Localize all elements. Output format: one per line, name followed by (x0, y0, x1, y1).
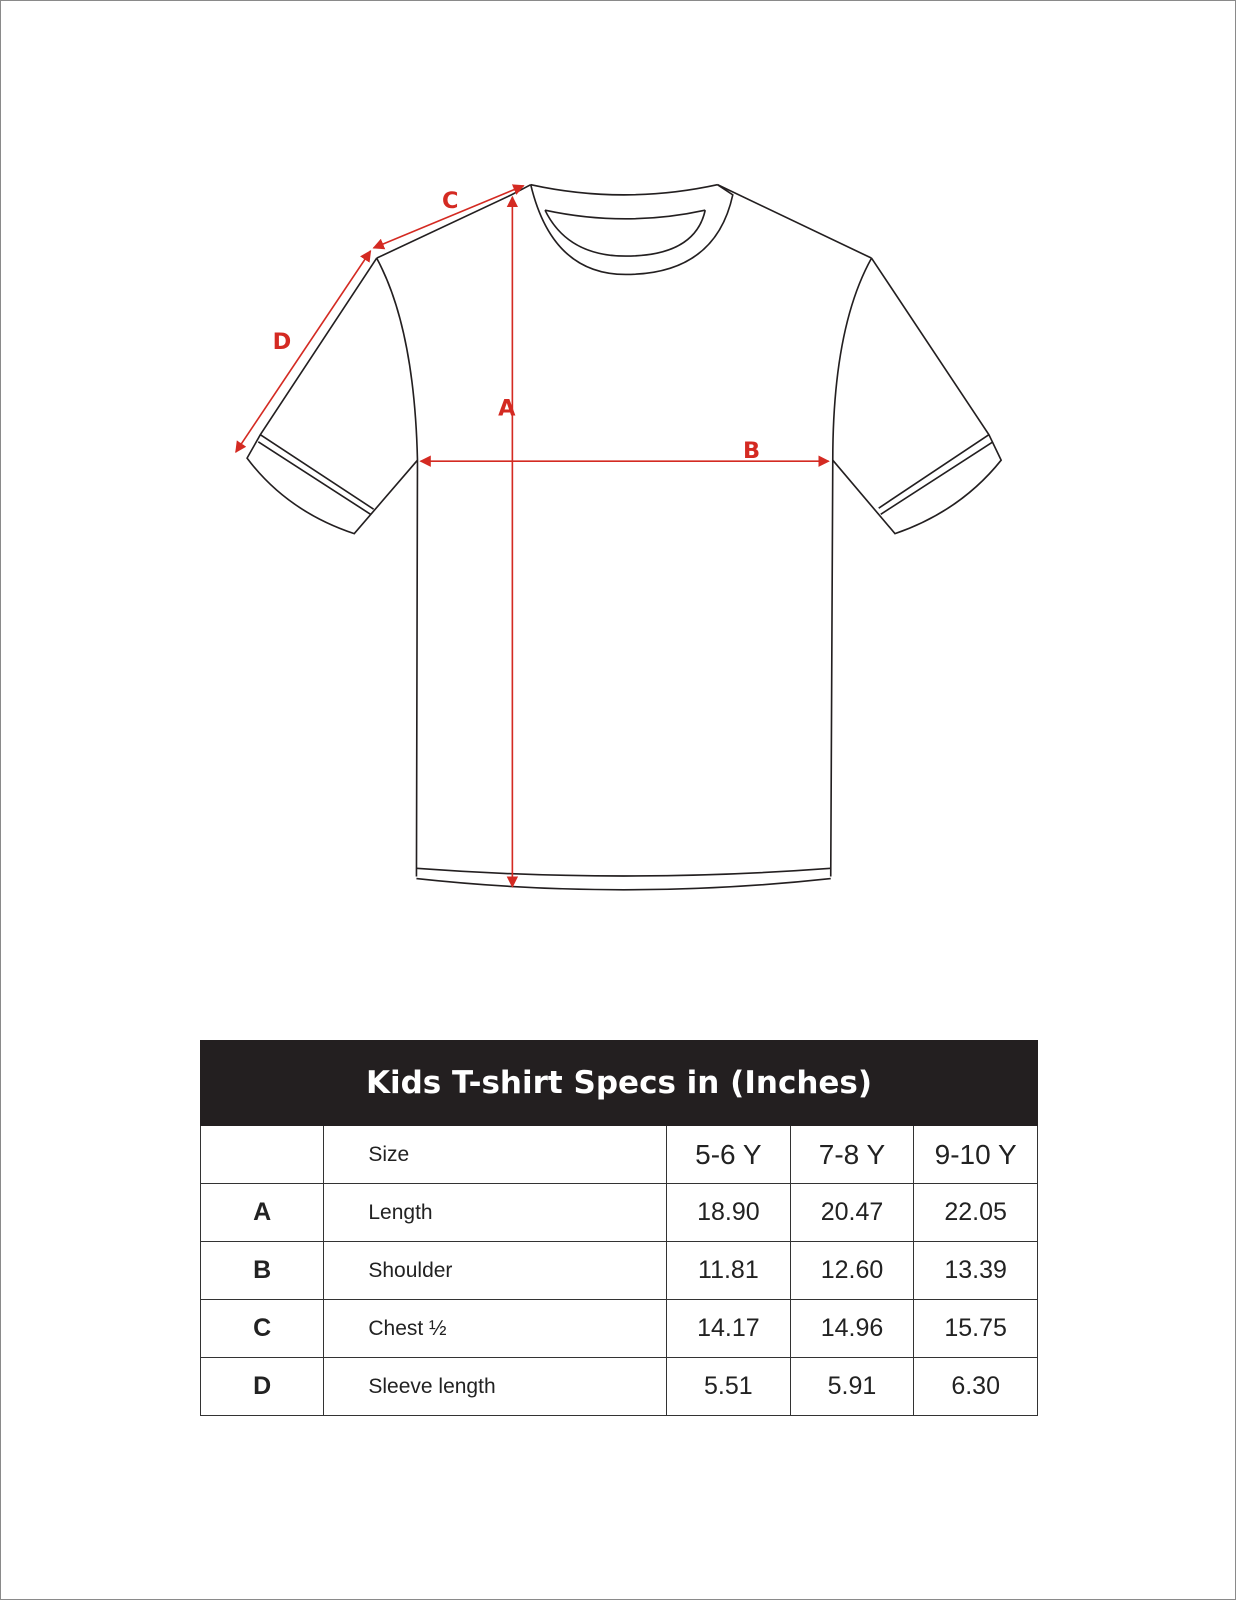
size-header: 7-8 Y (789, 1125, 915, 1184)
row-name: Shoulder (323, 1241, 668, 1300)
row-code: B (199, 1241, 325, 1300)
row-value: 14.96 (789, 1299, 915, 1358)
table-title: Kids T-shirt Specs in (Inches) (200, 1040, 1038, 1126)
header-code-cell (199, 1125, 325, 1184)
row-value: 14.17 (666, 1299, 791, 1358)
row-value: 12.60 (789, 1241, 915, 1300)
table-row: B Shoulder 11.81 12.60 13.39 (199, 1241, 1038, 1300)
row-value: 20.47 (789, 1183, 915, 1242)
row-value: 5.51 (666, 1357, 791, 1416)
sleeve-arrow-d (235, 250, 372, 453)
table-title-row: Kids T-shirt Specs in (Inches) (200, 1040, 1038, 1126)
label-b: B (743, 438, 760, 464)
row-value: 11.81 (666, 1241, 791, 1300)
label-c: C (442, 188, 458, 214)
row-code: D (199, 1357, 325, 1416)
row-value: 15.75 (913, 1299, 1038, 1358)
row-name: Chest ½ (323, 1299, 668, 1358)
row-value: 22.05 (913, 1183, 1038, 1242)
table-row: D Sleeve length 5.51 5.91 6.30 (199, 1357, 1038, 1416)
header-size-label: Size (323, 1125, 668, 1184)
tshirt-outline (246, 183, 1003, 891)
row-name: Sleeve length (323, 1357, 668, 1416)
row-value: 5.91 (789, 1357, 915, 1416)
row-value: 13.39 (913, 1241, 1038, 1300)
label-d: D (273, 329, 292, 355)
size-header: 5-6 Y (666, 1125, 791, 1184)
table-row: C Chest ½ 14.17 14.96 15.75 (199, 1299, 1038, 1358)
label-a: A (498, 395, 516, 421)
size-header: 9-10 Y (913, 1125, 1038, 1184)
row-value: 6.30 (913, 1357, 1038, 1416)
spec-table: Kids T-shirt Specs in (Inches) Size 5-6 … (199, 1040, 1038, 1416)
shoulder-arrow-c (372, 184, 525, 250)
table-row: A Length 18.90 20.47 22.05 (199, 1183, 1038, 1242)
row-value: 18.90 (666, 1183, 791, 1242)
row-code: C (199, 1299, 325, 1358)
row-name: Length (323, 1183, 668, 1242)
table-header-row: Size 5-6 Y 7-8 Y 9-10 Y (199, 1125, 1038, 1184)
row-code: A (199, 1183, 325, 1242)
